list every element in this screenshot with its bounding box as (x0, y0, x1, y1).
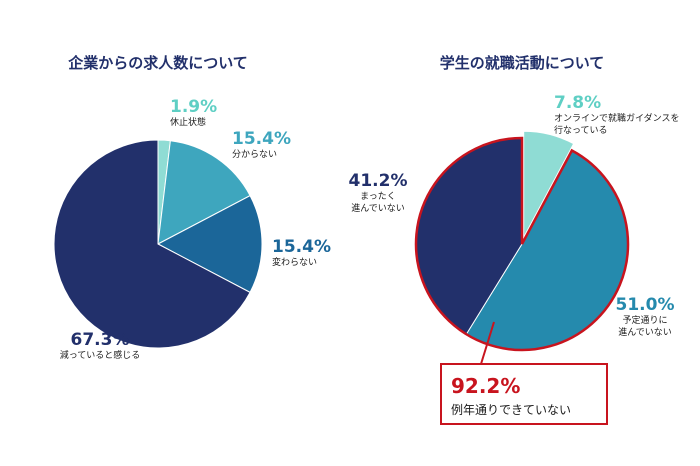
left-pie: 1.9%休止状態15.4%分からない15.4%変わらない67.3%減っていると感… (53, 97, 331, 361)
highlight-outline (414, 136, 630, 352)
slice-decreasing-label: 減っていると感じる (60, 349, 141, 361)
slice-behind-schedule-label: 予定通りに進んでいない (618, 314, 672, 338)
callout-label: 例年通りできていない (451, 403, 571, 417)
slice-unknown-percent: 15.4% (232, 129, 291, 149)
slice-unknown-label: 分からない (232, 149, 277, 160)
callout-percent: 92.2% (451, 374, 520, 398)
slice-online-guidance-percent: 7.8% (554, 93, 601, 113)
slice-online-guidance (523, 130, 575, 238)
slice-online-guidance-label: オンラインで就職ガイダンスを行なっている (554, 112, 679, 136)
right-chart-title: 学生の就職活動について (440, 54, 605, 72)
slice-unknown (157, 140, 251, 245)
slice-not-progressing-label: まったく進んでいない (351, 191, 405, 214)
slice-unchanged-label: 変わらない (272, 256, 317, 268)
highlight-outline-path (414, 136, 630, 352)
slice-decreasing (53, 139, 251, 349)
callout-box (440, 363, 608, 425)
slice-unchanged (156, 194, 263, 294)
slice-behind-schedule-percent: 51.0% (616, 295, 675, 315)
slice-suspended-percent: 1.9% (170, 97, 217, 117)
left-chart-title: 企業からの求人数について (67, 54, 248, 72)
slice-not-progressing-percent: 41.2% (349, 171, 408, 191)
slice-suspended-label: 休止状態 (170, 116, 206, 128)
slice-unchanged-percent: 15.4% (272, 237, 331, 257)
callout-connector (480, 321, 495, 365)
slice-decreasing-percent: 67.3% (71, 330, 130, 350)
right-pie: 7.8%オンラインで就職ガイダンスを行なっている 51.0%予定通りに進んでいない… (349, 93, 679, 351)
